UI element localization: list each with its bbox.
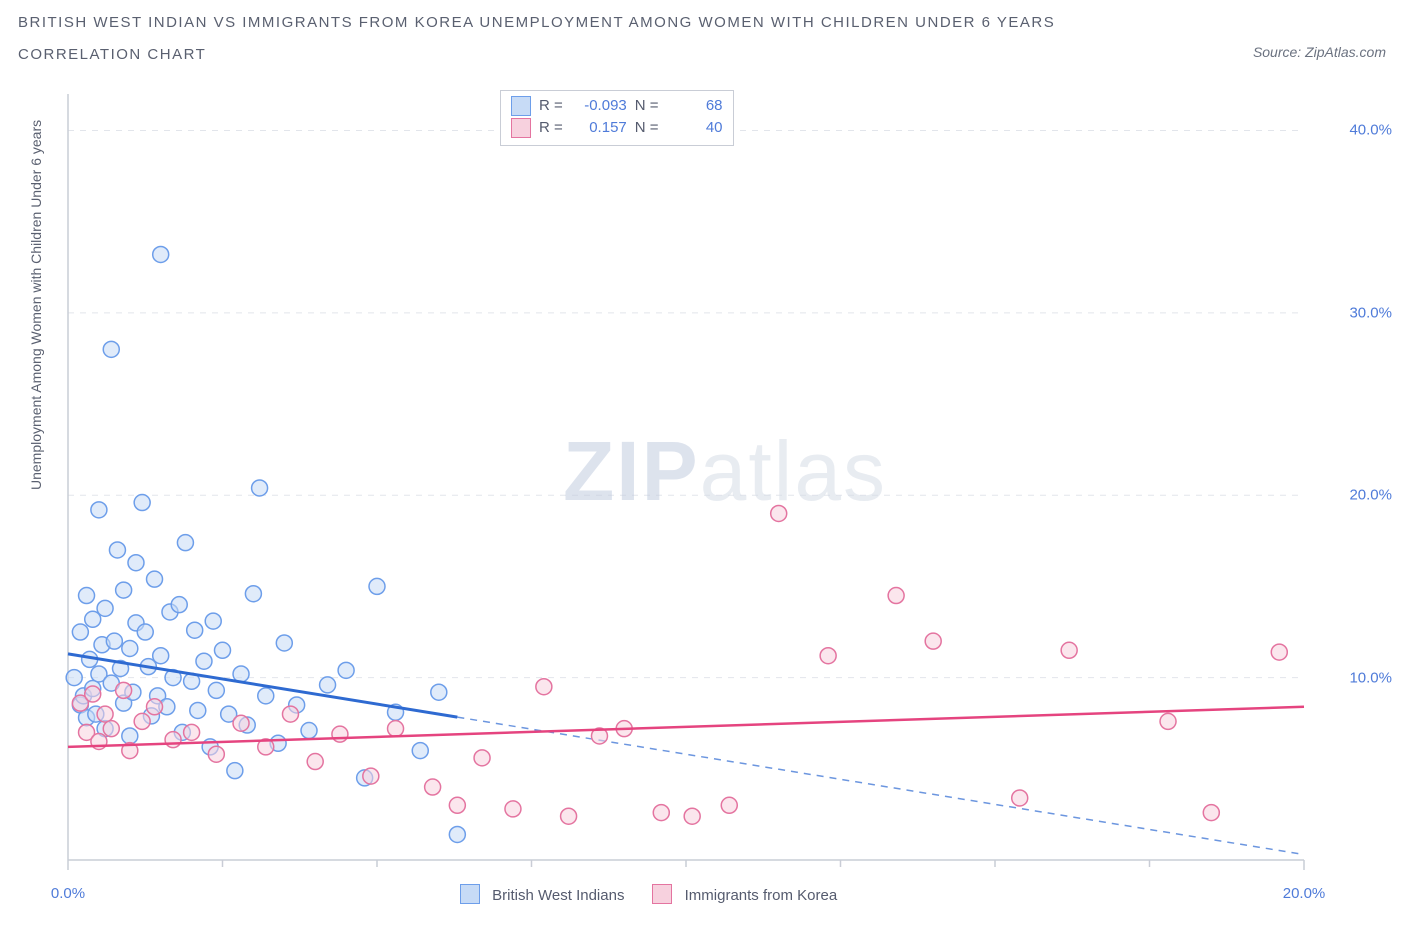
stat-row-series2: R = 0.157 N = 40 [511, 117, 723, 139]
y-tick-label: 30.0% [1349, 304, 1392, 321]
y-axis-label: Unemployment Among Women with Children U… [28, 120, 44, 490]
y-tick-label: 10.0% [1349, 669, 1392, 686]
legend-swatch-series2 [652, 884, 672, 904]
plot-svg [60, 88, 1390, 878]
legend-label-series2: Immigrants from Korea [685, 887, 838, 904]
x-tick-label: 20.0% [1283, 885, 1326, 902]
stat-row-series1: R = -0.093 N = 68 [511, 95, 723, 117]
legend-item-series1: British West Indians [460, 884, 624, 904]
stat-R-series2: 0.157 [571, 117, 627, 139]
x-tick-label: 0.0% [51, 885, 85, 902]
legend-swatch-series1 [460, 884, 480, 904]
stat-swatch-series2 [511, 118, 531, 138]
legend-bottom: British West Indians Immigrants from Kor… [460, 884, 837, 904]
legend-label-series1: British West Indians [492, 887, 624, 904]
stat-N-series1: 68 [667, 95, 723, 117]
legend-item-series2: Immigrants from Korea [652, 884, 837, 904]
stat-label-R: R = [539, 95, 563, 117]
y-tick-label: 20.0% [1349, 487, 1392, 504]
chart-title-line1: BRITISH WEST INDIAN VS IMMIGRANTS FROM K… [18, 14, 1055, 31]
scatter-plot: ZIPatlas R = -0.093 N = 68 R = 0.157 N =… [60, 88, 1390, 878]
correlation-stat-box: R = -0.093 N = 68 R = 0.157 N = 40 [500, 90, 734, 146]
stat-N-series2: 40 [667, 117, 723, 139]
stat-label-R2: R = [539, 117, 563, 139]
stat-label-N: N = [635, 95, 659, 117]
stat-label-N2: N = [635, 117, 659, 139]
chart-title-line2: CORRELATION CHART [18, 46, 206, 63]
source-attribution: Source: ZipAtlas.com [1253, 44, 1386, 60]
stat-R-series1: -0.093 [571, 95, 627, 117]
page-root: BRITISH WEST INDIAN VS IMMIGRANTS FROM K… [0, 0, 1406, 930]
y-tick-label: 40.0% [1349, 122, 1392, 139]
stat-swatch-series1 [511, 96, 531, 116]
